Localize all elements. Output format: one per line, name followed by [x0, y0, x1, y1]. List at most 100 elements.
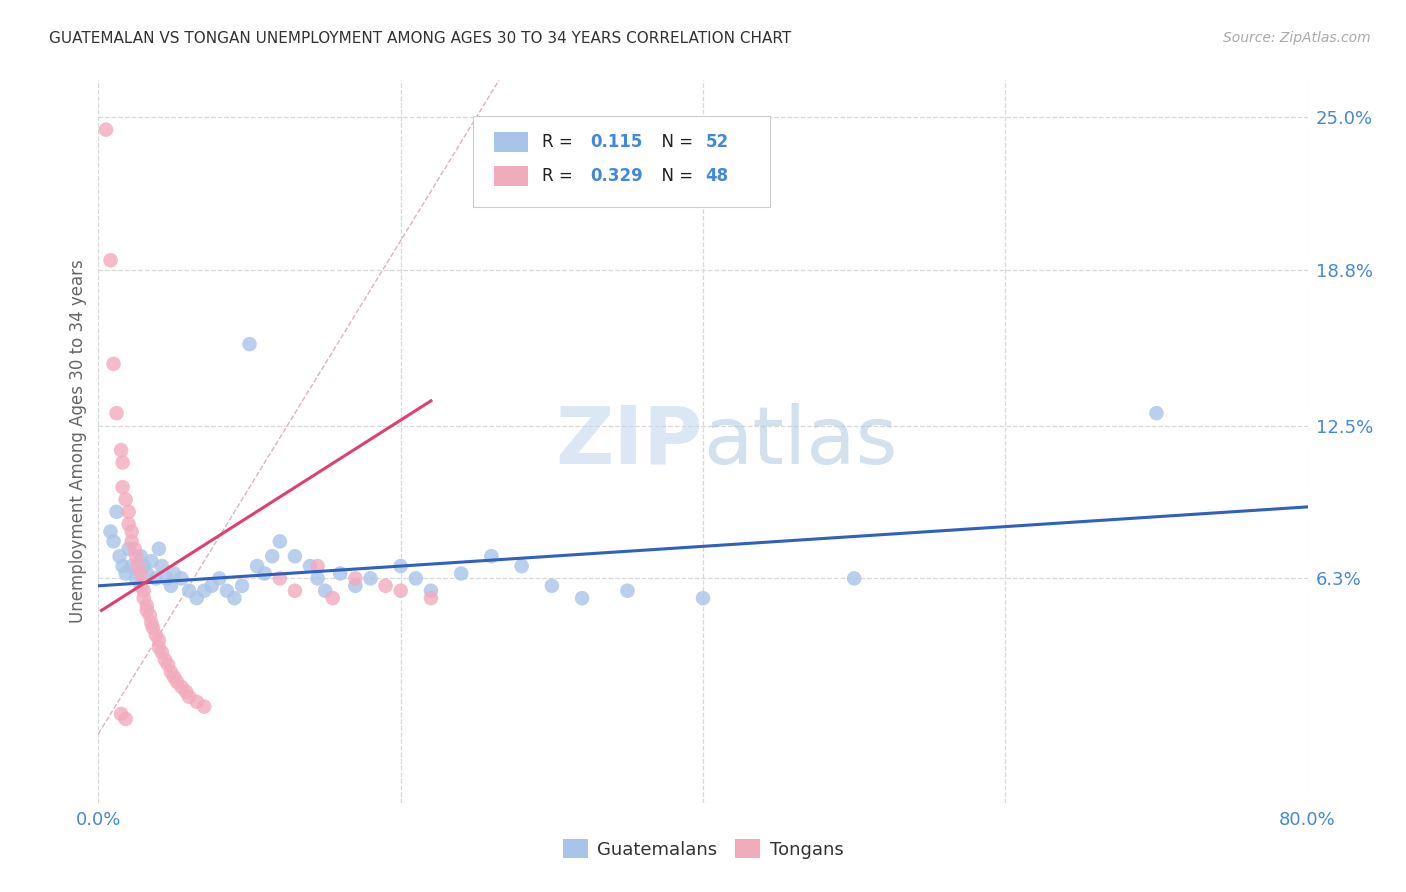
Point	[174, 685, 197, 699]
Text: N =: N =	[651, 168, 699, 186]
Text: ZIP: ZIP	[555, 402, 703, 481]
Point	[155, 571, 177, 585]
Point	[193, 699, 215, 714]
Point	[121, 534, 143, 549]
Point	[156, 657, 179, 672]
Point	[322, 591, 344, 606]
Point	[111, 455, 134, 469]
Point	[170, 680, 193, 694]
Point	[420, 591, 443, 606]
Point	[284, 549, 307, 564]
Point	[94, 122, 117, 136]
Point	[360, 571, 382, 585]
Point	[127, 559, 149, 574]
Point	[118, 505, 141, 519]
Point	[314, 583, 336, 598]
Point	[105, 505, 128, 519]
Point	[374, 579, 396, 593]
Point	[239, 337, 262, 351]
Text: 48: 48	[706, 168, 728, 186]
Point	[844, 571, 866, 585]
Point	[166, 675, 188, 690]
FancyBboxPatch shape	[494, 166, 527, 186]
Point	[160, 579, 183, 593]
Point	[389, 583, 412, 598]
Point	[139, 608, 162, 623]
Point	[129, 579, 152, 593]
Point	[135, 566, 157, 581]
Point	[616, 583, 638, 598]
Point	[135, 603, 157, 617]
Point	[329, 566, 352, 581]
Point	[307, 559, 329, 574]
Point	[100, 524, 122, 539]
Point	[129, 549, 152, 564]
Point	[208, 571, 231, 585]
Text: 0.115: 0.115	[591, 133, 643, 151]
Point	[108, 549, 131, 564]
Point	[141, 615, 163, 630]
Point	[150, 559, 173, 574]
Point	[307, 571, 329, 585]
Point	[132, 583, 155, 598]
Point	[148, 633, 170, 648]
Point	[420, 583, 443, 598]
Y-axis label: Unemployment Among Ages 30 to 34 years: Unemployment Among Ages 30 to 34 years	[69, 260, 87, 624]
Point	[231, 579, 253, 593]
Point	[405, 571, 427, 585]
Point	[193, 583, 215, 598]
Point	[179, 583, 201, 598]
Point	[118, 541, 141, 556]
Point	[344, 571, 367, 585]
Point	[269, 534, 291, 549]
Point	[186, 591, 208, 606]
Point	[153, 653, 176, 667]
Point	[269, 571, 291, 585]
Point	[186, 695, 208, 709]
Point	[135, 599, 157, 613]
Point	[114, 712, 136, 726]
Point	[262, 549, 284, 564]
Point	[201, 579, 224, 593]
Point	[163, 670, 186, 684]
FancyBboxPatch shape	[474, 117, 769, 207]
Point	[179, 690, 201, 704]
FancyBboxPatch shape	[494, 132, 527, 152]
Point	[148, 541, 170, 556]
Point	[103, 534, 125, 549]
Text: Source: ZipAtlas.com: Source: ZipAtlas.com	[1223, 31, 1371, 45]
Point	[110, 706, 132, 721]
Point	[571, 591, 593, 606]
Point	[160, 665, 183, 679]
Point	[110, 443, 132, 458]
Text: GUATEMALAN VS TONGAN UNEMPLOYMENT AMONG AGES 30 TO 34 YEARS CORRELATION CHART: GUATEMALAN VS TONGAN UNEMPLOYMENT AMONG …	[49, 31, 792, 46]
Point	[299, 559, 322, 574]
Point	[692, 591, 714, 606]
Point	[481, 549, 503, 564]
Point	[111, 480, 134, 494]
Legend: Guatemalans, Tongans: Guatemalans, Tongans	[555, 832, 851, 866]
Point	[224, 591, 246, 606]
Point	[100, 253, 122, 268]
Text: R =: R =	[543, 133, 578, 151]
Point	[125, 549, 148, 564]
Point	[246, 559, 269, 574]
Point	[114, 566, 136, 581]
Point	[121, 524, 143, 539]
Point	[105, 406, 128, 420]
Point	[103, 357, 125, 371]
Point	[145, 628, 167, 642]
Point	[540, 579, 562, 593]
Point	[124, 541, 146, 556]
Point	[170, 571, 193, 585]
Point	[1144, 406, 1167, 420]
Point	[114, 492, 136, 507]
Point	[284, 583, 307, 598]
Point	[132, 559, 155, 574]
Point	[163, 566, 186, 581]
Text: N =: N =	[651, 133, 699, 151]
Point	[344, 579, 367, 593]
Point	[141, 554, 163, 568]
Point	[450, 566, 472, 581]
Text: 52: 52	[706, 133, 728, 151]
